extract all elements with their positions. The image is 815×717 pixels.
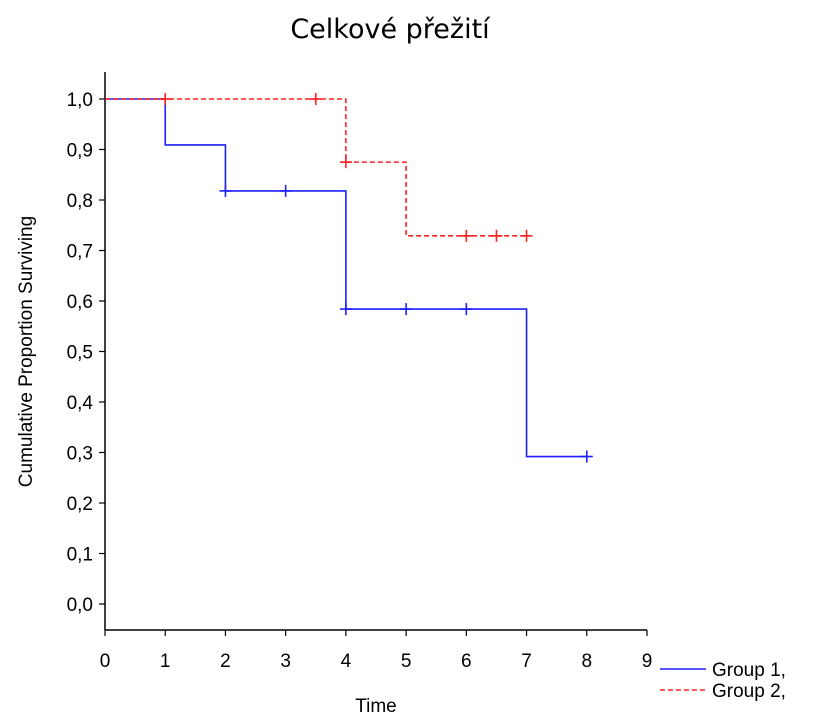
y-tick-label: 0,0 — [67, 595, 93, 616]
series-line-group-2 — [105, 98, 527, 237]
plot-series — [105, 93, 593, 463]
y-tick-label: 0,3 — [67, 444, 93, 465]
legend-label-group-2: Group 2, — [712, 681, 786, 702]
y-tick-label: 0,2 — [67, 494, 93, 515]
y-axis-label: Cumulative Proportion Surviving — [16, 216, 37, 487]
y-tick-label: 0,8 — [67, 191, 93, 212]
x-tick-label: 3 — [280, 651, 291, 672]
x-tick-label: 1 — [160, 651, 171, 672]
series-line-group-1 — [105, 98, 587, 458]
legend: Group 1,Group 2, — [660, 660, 786, 702]
y-tick-label: 0,4 — [67, 393, 94, 414]
y-tick-label: 0,6 — [67, 292, 93, 313]
y-tick-label: 0,7 — [67, 242, 93, 263]
legend-label-group-1: Group 1, — [712, 660, 786, 681]
y-tick-label: 0,5 — [67, 343, 93, 364]
series-group-2 — [105, 93, 533, 242]
y-tick-label: 1,0 — [67, 90, 93, 111]
x-tick-label: 4 — [341, 651, 352, 672]
chart-title: Celkové přežití — [290, 14, 490, 45]
x-tick-label: 7 — [521, 651, 532, 672]
y-tick-label: 0,1 — [67, 545, 93, 566]
x-tick-label: 2 — [220, 651, 231, 672]
x-tick-label: 0 — [100, 651, 111, 672]
x-tick-label: 9 — [642, 651, 653, 672]
x-tick-label: 8 — [581, 651, 592, 672]
y-tick-label: 0,9 — [67, 141, 93, 162]
x-axis-label: Time — [355, 696, 397, 717]
x-tick-label: 6 — [461, 651, 472, 672]
x-tick-label: 5 — [401, 651, 412, 672]
series-group-1 — [105, 98, 593, 463]
axes: 0,0 0,1 0,2 0,3 0,4 0,5 0,6 0,7 0,8 0,9 1,0 0 1 2 3 4 5 6… — [16, 72, 652, 717]
